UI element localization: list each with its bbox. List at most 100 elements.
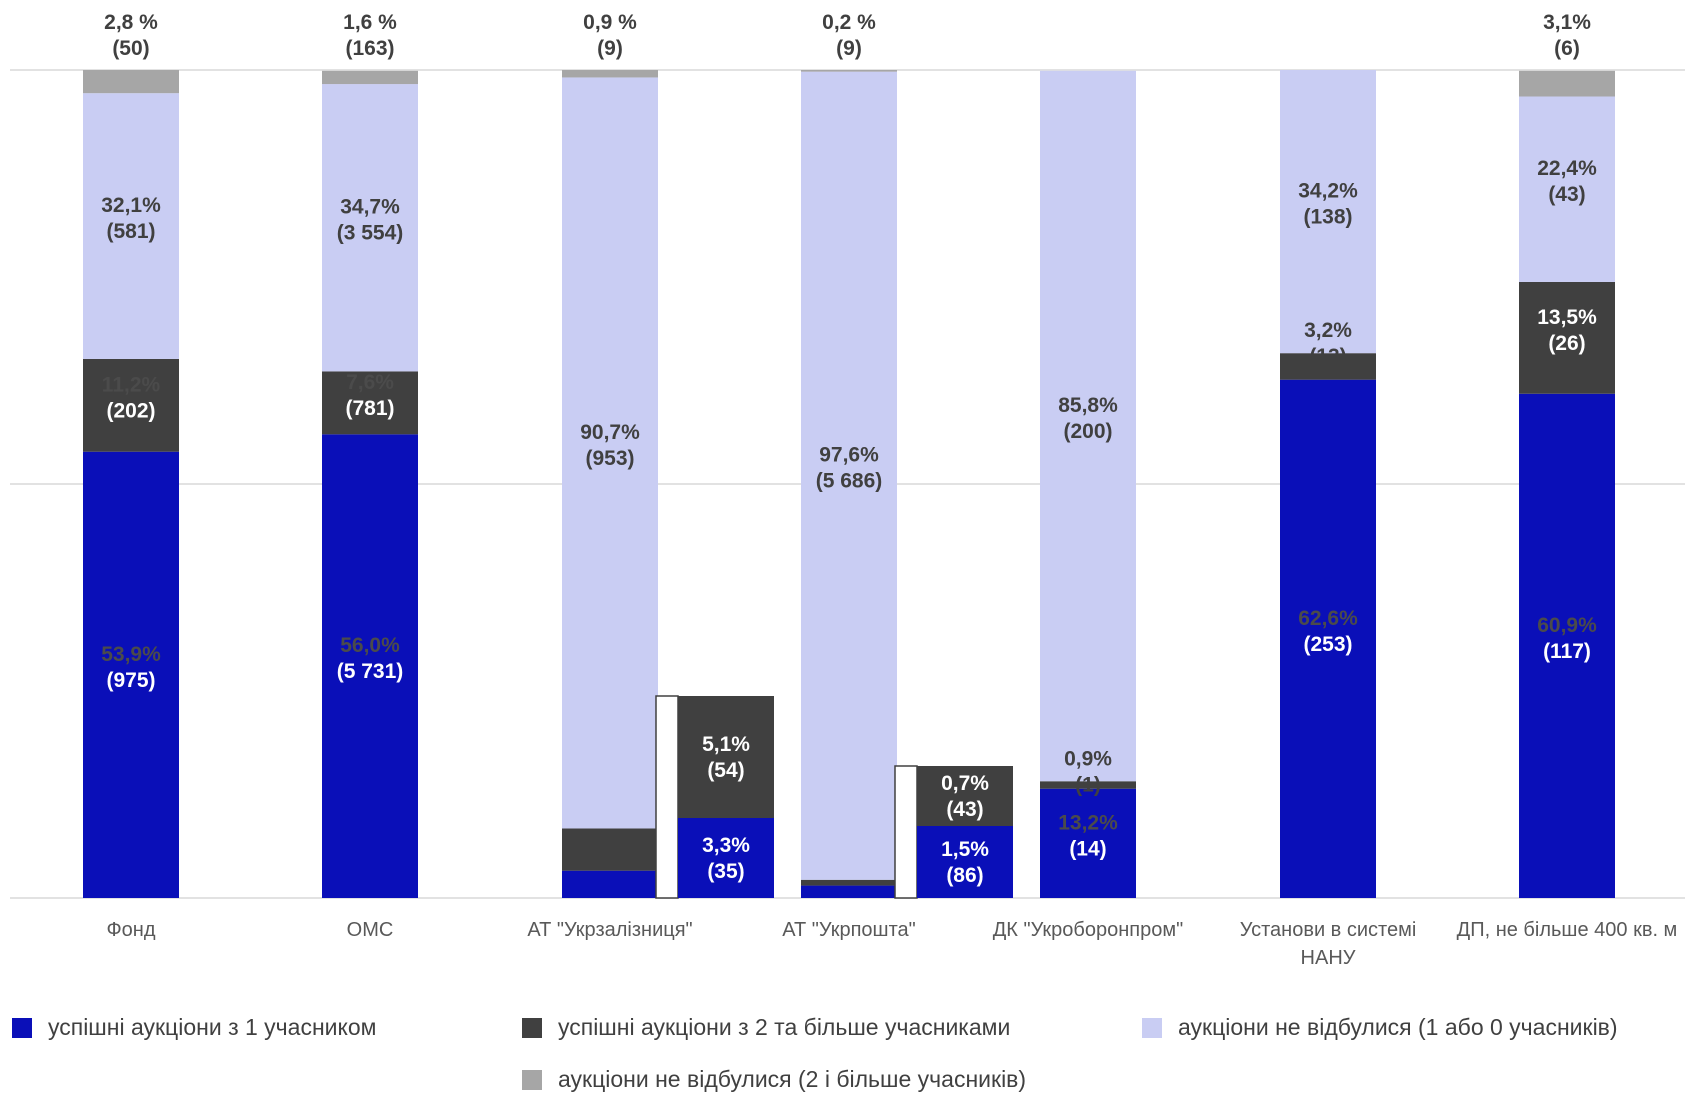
- bar-segment: [801, 885, 897, 898]
- legend-item: аукціони не відбулися (1 або 0 учасників…: [1142, 1014, 1618, 1041]
- data-label: (200): [1063, 420, 1112, 443]
- legend-swatch: [522, 1069, 542, 1090]
- bar-segment: [322, 70, 418, 85]
- data-label: 3,3%: [702, 834, 750, 857]
- bar-segment: [1519, 70, 1615, 97]
- bars: [83, 70, 1615, 899]
- data-label: (43): [1548, 183, 1585, 206]
- data-label: 3,2%: [1304, 319, 1352, 342]
- data-label: 11,2%: [102, 373, 161, 396]
- data-label: 7,6%: [346, 371, 394, 394]
- data-label: (117): [1543, 640, 1591, 663]
- data-label: (35): [707, 860, 744, 883]
- data-label: (581): [106, 220, 155, 243]
- bar-segment: [1519, 393, 1615, 898]
- bar-segment: [1280, 70, 1376, 354]
- data-label: 34,7%: [340, 196, 400, 219]
- bar-segment: [801, 71, 897, 880]
- data-label: (163): [345, 37, 394, 60]
- data-label: (975): [106, 669, 155, 692]
- data-label: 56,0%: [340, 634, 400, 657]
- bar-segment: [1040, 788, 1136, 898]
- data-label: (1): [1075, 773, 1101, 796]
- data-label: 34,2%: [1298, 180, 1358, 203]
- data-label: (26): [1548, 332, 1585, 355]
- data-label: 97,6%: [819, 444, 879, 467]
- bar-segment: [83, 70, 179, 94]
- data-label: (781): [345, 397, 394, 420]
- data-label: 60,9%: [1537, 614, 1597, 637]
- category-label: ДП, не більше 400 кв. м: [1457, 919, 1678, 941]
- legend-item: успішні аукціони з 2 та більше учасникам…: [522, 1014, 1010, 1041]
- bar-segment: [562, 870, 658, 898]
- data-label: (86): [946, 864, 983, 887]
- data-label: 2,8 %: [104, 11, 158, 34]
- callout-connector: [655, 695, 679, 899]
- data-label: (953): [585, 447, 634, 470]
- data-label: 13,2%: [1058, 811, 1118, 834]
- category-label: Фонд: [106, 919, 155, 941]
- bar-segment: [562, 70, 658, 78]
- legend-swatch: [522, 1017, 542, 1038]
- data-label: (6): [1554, 37, 1580, 60]
- data-label: (43): [946, 798, 983, 821]
- bar-segment: [1040, 70, 1136, 782]
- data-label: 0,9 %: [583, 11, 637, 34]
- category-label: АТ "Укрзалізниця": [527, 919, 692, 941]
- bar-segment: [83, 358, 179, 452]
- data-label: (202): [106, 399, 155, 422]
- data-label: 0,2 %: [822, 11, 876, 34]
- data-labels: 53,9% (975) 11,2% (202) 32,1% (581) 2,8 % (50) 5…: [101, 11, 1597, 887]
- bar-segment: [1280, 379, 1376, 898]
- callout-connector: [894, 765, 918, 899]
- bar-segment: [562, 77, 658, 829]
- data-label: (5 686): [816, 470, 883, 493]
- legend-item: аукціони не відбулися (2 і більше учасни…: [522, 1066, 1026, 1093]
- legend-label: успішні аукціони з 1 учасником: [48, 1014, 377, 1040]
- data-label: (138): [1303, 206, 1352, 229]
- data-label: (5 731): [337, 660, 404, 683]
- callout-bar-segment: [678, 818, 774, 898]
- data-label: 5,1%: [702, 733, 750, 756]
- bar-segment: [322, 371, 418, 435]
- category-labels: Фонд ОМС АТ "Укрзалізниця" АТ "Укрпошта" ДК …: [106, 919, 1677, 969]
- bar-segment: [562, 828, 658, 871]
- callout-bar-segment: [917, 826, 1013, 898]
- callout-bar-segment: [917, 766, 1013, 826]
- data-label: 22,4%: [1537, 157, 1597, 180]
- bar-segment: [83, 93, 179, 359]
- bar-segment: [801, 70, 897, 72]
- data-label: (14): [1069, 837, 1106, 860]
- data-label: (9): [597, 37, 623, 60]
- data-label: 3,1%: [1543, 11, 1591, 34]
- data-label: 53,9%: [101, 643, 161, 666]
- data-label: 0,7%: [941, 772, 989, 795]
- legend-swatch: [1142, 1017, 1162, 1038]
- data-label: (50): [112, 37, 149, 60]
- data-label: 62,6%: [1298, 607, 1358, 630]
- legend-label: аукціони не відбулися (2 і більше учасни…: [558, 1066, 1027, 1092]
- bar-segment: [83, 451, 179, 898]
- bar-segment: [1040, 781, 1136, 789]
- legend-label: аукціони не відбулися (1 або 0 учасників…: [1178, 1014, 1618, 1040]
- data-label: 1,6 %: [343, 11, 397, 34]
- legend-item: успішні аукціони з 1 учасником: [12, 1014, 376, 1041]
- data-label: 0,9%: [1064, 747, 1112, 770]
- bar-segment: [1280, 353, 1376, 380]
- category-label: ДК "Укроборонпром": [993, 919, 1183, 941]
- bar-segment: [801, 879, 897, 886]
- data-label: (13): [1309, 345, 1346, 368]
- bar-segment: [322, 84, 418, 372]
- data-label: 1,5%: [941, 838, 989, 861]
- data-label: (54): [707, 759, 744, 782]
- bar-segment: [1519, 96, 1615, 282]
- data-label: 32,1%: [101, 194, 161, 217]
- callout-bar-segment: [678, 696, 774, 818]
- category-label: Установи в системі: [1240, 919, 1417, 941]
- bar-segment: [1519, 281, 1615, 394]
- data-label: 90,7%: [580, 421, 640, 444]
- data-label: (9): [836, 37, 862, 60]
- legend-swatch: [12, 1017, 32, 1038]
